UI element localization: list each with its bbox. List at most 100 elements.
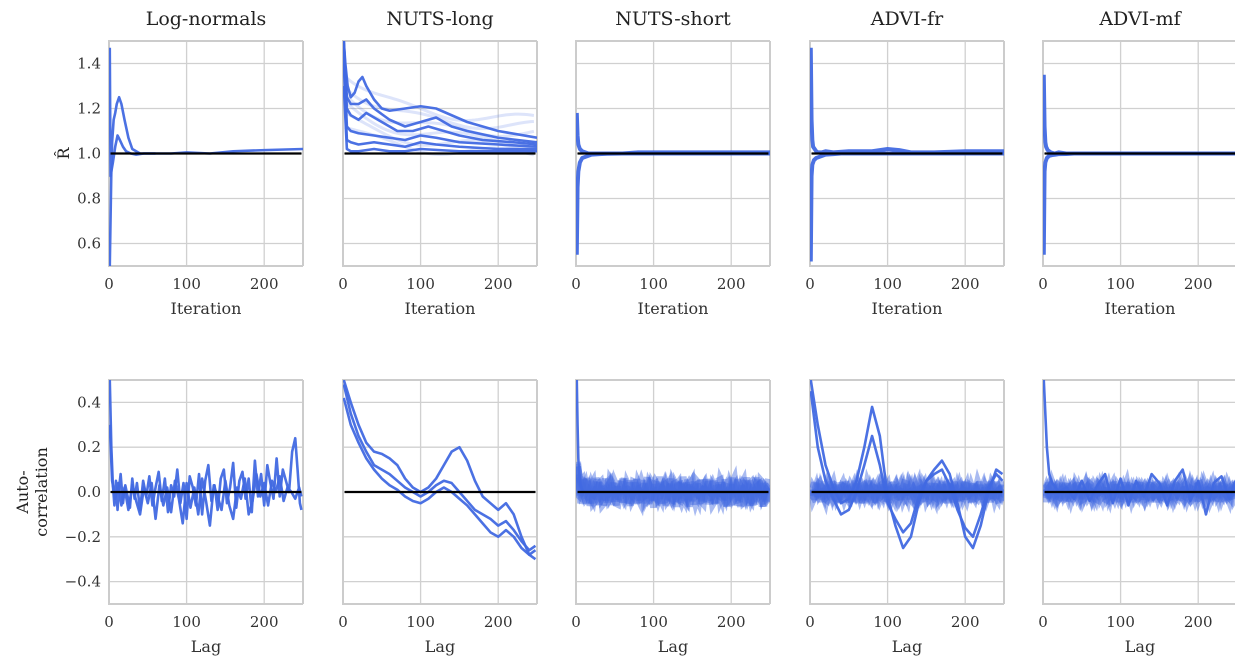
y-tick-label: 0.0 bbox=[77, 483, 101, 501]
x-tick-label: 100 bbox=[406, 613, 435, 631]
y-axis-label-line: R̂ bbox=[54, 147, 73, 160]
plot-area bbox=[576, 112, 770, 255]
y-tick-label: 0.4 bbox=[77, 393, 101, 411]
x-tick-label: 0 bbox=[571, 613, 581, 631]
y-tick-label: 1.4 bbox=[77, 55, 101, 73]
x-tick-label: 100 bbox=[639, 275, 668, 293]
x-tick-label: 100 bbox=[873, 275, 902, 293]
x-axis-label: Iteration bbox=[872, 299, 943, 318]
y-axis-label-line: Auto- bbox=[13, 470, 32, 514]
x-tick-label: 200 bbox=[1184, 613, 1213, 631]
y-tick-label: 1.0 bbox=[77, 145, 101, 163]
y-tick-label: 1.2 bbox=[77, 100, 101, 118]
plot-area bbox=[1043, 380, 1235, 516]
series-line bbox=[343, 41, 537, 146]
x-tick-label: 0 bbox=[571, 275, 581, 293]
x-tick-label: 0 bbox=[1038, 275, 1048, 293]
plot-area bbox=[576, 380, 770, 517]
series-line bbox=[343, 41, 537, 144]
x-axis-label: Lag bbox=[191, 637, 221, 656]
x-tick-label: 100 bbox=[172, 613, 201, 631]
panel-title: ADVI-fr bbox=[870, 8, 944, 30]
x-axis-label: Iteration bbox=[171, 299, 242, 318]
x-axis-label: Lag bbox=[892, 637, 922, 656]
series-line bbox=[576, 468, 770, 517]
y-tick-label: −0.4 bbox=[65, 573, 101, 591]
x-tick-label: 0 bbox=[338, 275, 348, 293]
series-line bbox=[810, 380, 1004, 550]
x-axis-label: Lag bbox=[425, 637, 455, 656]
panel-0-2: 0 100 200 Iteration NUTS-short bbox=[571, 8, 771, 318]
x-tick-label: 200 bbox=[717, 613, 746, 631]
panel-1-0: 0 100 200 Lag −0.4 −0.2 0.0 0.2 0.4 bbox=[65, 379, 304, 656]
y-axis-label: Auto-correlation bbox=[13, 447, 51, 537]
x-tick-label: 100 bbox=[1106, 275, 1135, 293]
x-tick-label: 200 bbox=[250, 275, 279, 293]
axes-frame bbox=[575, 40, 770, 267]
x-tick-label: 0 bbox=[1038, 613, 1048, 631]
panel-1-4: 0 100 200 Lag bbox=[1038, 379, 1235, 656]
series-line bbox=[576, 151, 770, 255]
x-axis-label: Iteration bbox=[1105, 299, 1176, 318]
x-tick-label: 200 bbox=[951, 613, 980, 631]
axes-frame bbox=[1042, 379, 1235, 605]
series-line bbox=[576, 466, 770, 513]
x-axis-label: Lag bbox=[1125, 637, 1155, 656]
axes-frame bbox=[342, 40, 537, 267]
series-line bbox=[810, 468, 1004, 512]
series-line bbox=[343, 63, 537, 151]
x-axis-label: Iteration bbox=[638, 299, 709, 318]
panel-0-3: 0 100 200 Iteration ADVI-fr bbox=[805, 8, 1005, 318]
panel-title: ADVI-mf bbox=[1098, 8, 1182, 30]
y-tick-label: 0.2 bbox=[77, 438, 101, 456]
series-line bbox=[343, 52, 537, 149]
panel-0-1: 0 100 200 Iteration NUTS-long bbox=[338, 8, 538, 318]
plot-area bbox=[810, 47, 1004, 262]
plot-area bbox=[1043, 74, 1235, 255]
series-line bbox=[810, 468, 1004, 513]
x-axis-label: Lag bbox=[658, 637, 688, 656]
series-line bbox=[1043, 151, 1235, 255]
panel-title: Log-normals bbox=[146, 8, 267, 30]
x-tick-label: 200 bbox=[951, 275, 980, 293]
panel-1-3: 0 100 200 Lag bbox=[805, 379, 1005, 656]
x-tick-label: 200 bbox=[717, 275, 746, 293]
x-tick-label: 100 bbox=[639, 613, 668, 631]
panel-0-0: 0 100 200 Iteration 0.6 0.8 1.0 1.2 1.4 Log-norma… bbox=[77, 8, 304, 318]
panel-1-1: 0 100 200 Lag bbox=[338, 379, 538, 656]
series-line bbox=[576, 463, 770, 517]
axes-frame bbox=[809, 379, 1004, 605]
x-tick-label: 100 bbox=[172, 275, 201, 293]
plot-area bbox=[109, 380, 303, 527]
series-line bbox=[576, 112, 770, 156]
series-line bbox=[1043, 471, 1235, 515]
panel-1-2: 0 100 200 Lag bbox=[571, 379, 771, 656]
series-line bbox=[576, 461, 770, 513]
x-tick-label: 200 bbox=[1184, 275, 1213, 293]
y-axis-label-line: correlation bbox=[32, 447, 51, 537]
plot-area bbox=[343, 380, 537, 561]
x-tick-label: 100 bbox=[873, 613, 902, 631]
x-tick-label: 200 bbox=[484, 613, 513, 631]
x-tick-label: 100 bbox=[406, 275, 435, 293]
y-tick-label: 0.6 bbox=[77, 235, 101, 253]
x-tick-label: 0 bbox=[338, 613, 348, 631]
series-line bbox=[1043, 74, 1235, 156]
x-tick-label: 200 bbox=[250, 613, 279, 631]
series-line bbox=[109, 424, 303, 527]
x-tick-label: 0 bbox=[104, 613, 114, 631]
plot-area bbox=[343, 41, 537, 157]
series-line bbox=[343, 380, 537, 561]
series-line bbox=[810, 391, 1004, 539]
x-tick-label: 0 bbox=[805, 613, 815, 631]
x-tick-label: 0 bbox=[805, 275, 815, 293]
series-line bbox=[810, 468, 1003, 516]
series-line bbox=[343, 85, 537, 153]
plot-area bbox=[810, 380, 1004, 550]
panel-0-4: 0 100 200 Iteration ADVI-mf bbox=[1038, 8, 1235, 318]
axes-frame bbox=[342, 379, 537, 605]
series-line bbox=[109, 47, 156, 178]
y-axis-label: R̂ bbox=[54, 147, 73, 160]
axes-frame bbox=[575, 379, 770, 605]
series-line bbox=[576, 466, 770, 515]
